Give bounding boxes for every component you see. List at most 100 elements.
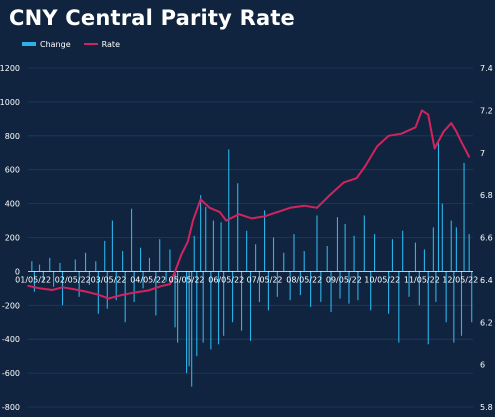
point-rate (433, 147, 436, 150)
bar-change (61, 271, 64, 306)
bar-change (391, 239, 393, 272)
point-rate (160, 285, 162, 288)
bar-change (38, 264, 41, 272)
bar-change (169, 249, 171, 272)
bar-change (59, 262, 61, 272)
legend-label-rate: Rate (101, 39, 120, 49)
bar-change (408, 271, 410, 297)
bar-change (264, 210, 266, 272)
legend-swatch-rate (83, 43, 98, 45)
bar-change (450, 220, 452, 272)
y-left-tick-label: 200 (5, 234, 20, 243)
bar-change (139, 247, 142, 272)
bar-change (330, 271, 332, 313)
point-rate (51, 289, 54, 291)
bar-change (320, 271, 322, 302)
bar-change (88, 271, 90, 285)
point-rate (219, 211, 221, 213)
bar-change (303, 251, 305, 272)
x-tick-label: 05/05/22 (169, 275, 205, 284)
bar-change (370, 271, 372, 311)
bar-change (106, 271, 108, 309)
bar-change (223, 271, 225, 336)
legend-item-rate[interactable]: Rate (83, 39, 120, 49)
point-rate (263, 215, 266, 218)
bar-change (95, 261, 97, 272)
point-rate (169, 283, 171, 285)
bar-change (316, 215, 318, 272)
y-left-tick-label: 1000 (0, 98, 20, 107)
legend-item-change[interactable]: Change (22, 40, 71, 49)
bar-change (240, 271, 243, 331)
x-tick-label: 03/05/22 (91, 275, 127, 284)
point-rate (364, 164, 367, 167)
y-left-tick-label: 800 (5, 132, 20, 141)
bar-change (414, 242, 417, 272)
point-rate (120, 294, 123, 296)
bar-change (468, 234, 470, 272)
bar-change (423, 249, 425, 272)
y-right-tick-label: 6.6 (480, 234, 493, 243)
point-rate (468, 156, 470, 158)
point-rate (238, 213, 240, 215)
point-rate (427, 113, 430, 116)
y-right-tick-label: 6.8 (480, 191, 493, 200)
bar-change (165, 271, 167, 282)
bar-change (177, 271, 179, 343)
point-rate (328, 194, 331, 196)
x-tick-label: 09/05/22 (326, 275, 362, 284)
x-tick-label: 07/05/22 (247, 275, 283, 284)
bar-change (33, 271, 35, 292)
bar-change (155, 271, 157, 316)
bar-change (78, 271, 80, 297)
x-tick-label: 11/05/22 (404, 275, 440, 284)
bar-change (212, 220, 214, 272)
bar-change (196, 271, 198, 357)
x-tick-label: 12/05/22 (442, 275, 478, 284)
legend-label-change: Change (40, 39, 71, 49)
y-left-tick-label: 600 (5, 166, 20, 175)
point-rate (71, 288, 74, 290)
y-right-tick-label: 6 (480, 361, 485, 370)
bar-change (232, 271, 234, 323)
point-rate (97, 293, 100, 296)
point-rate (27, 285, 29, 287)
bar-change (283, 252, 285, 272)
bar-change (220, 222, 222, 272)
y-left-tick-label: -600 (2, 369, 20, 378)
bar-change (246, 230, 248, 272)
legend: Change Rate (22, 38, 133, 50)
point-rate (460, 141, 463, 143)
bar-change (159, 239, 161, 272)
bar-change (258, 271, 261, 302)
y-left-tick-label: -200 (2, 301, 20, 310)
bar-change (142, 271, 144, 289)
bar-change (191, 271, 193, 387)
bar-change (336, 217, 339, 272)
bar-change (398, 271, 400, 343)
bar-change (299, 271, 301, 296)
bar-change (388, 271, 390, 314)
point-rate (276, 211, 279, 213)
y-right-tick-label: 7.4 (480, 64, 493, 73)
bar-change (31, 261, 33, 272)
bar-change (115, 271, 117, 301)
point-rate (455, 130, 458, 133)
point-rate (147, 289, 150, 292)
point-rate (376, 145, 378, 148)
bar-change (188, 271, 190, 367)
bar-change (310, 271, 312, 307)
point-rate (84, 290, 87, 293)
bar-change (267, 271, 269, 311)
bar-change (445, 271, 447, 323)
bar-change (373, 234, 376, 272)
bar-change (228, 149, 230, 272)
bar-change (210, 271, 212, 350)
point-rate (316, 207, 318, 209)
y-left-tick-label: -400 (2, 335, 20, 344)
bar-change (402, 230, 404, 272)
bar-change (74, 259, 76, 272)
bar-change (97, 271, 99, 314)
bar-change (174, 271, 176, 328)
